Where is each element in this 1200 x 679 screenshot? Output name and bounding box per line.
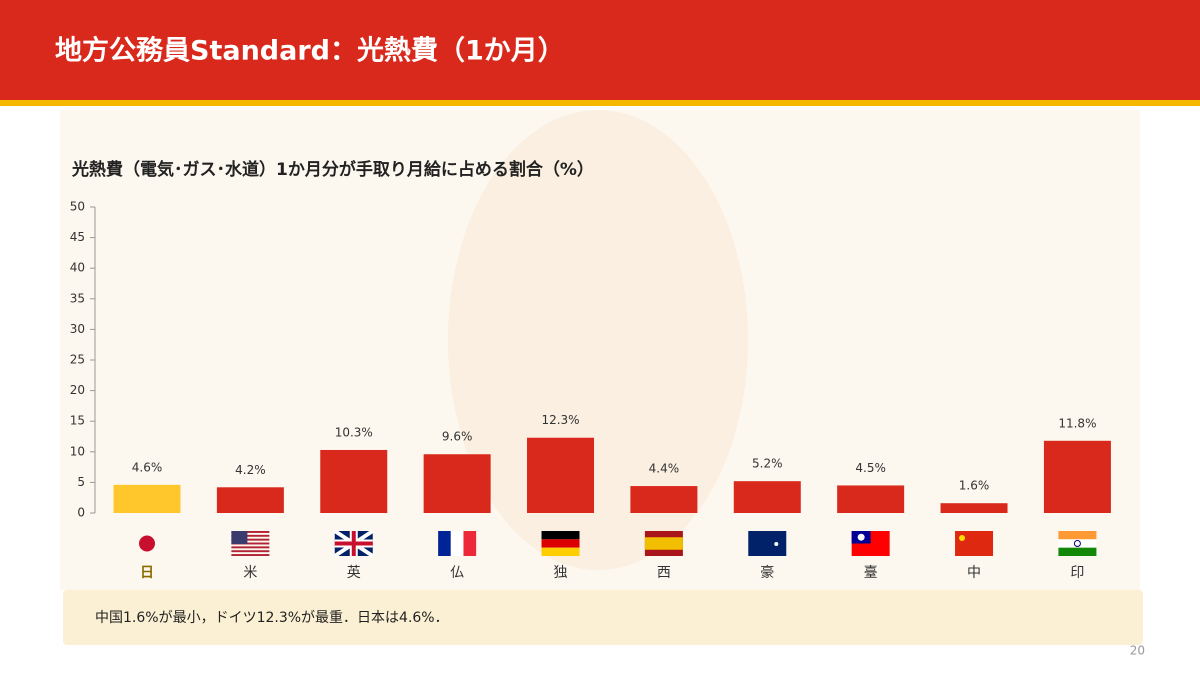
flag-part xyxy=(463,531,477,556)
flag-part xyxy=(955,531,994,556)
y-tick-label: 45 xyxy=(70,230,85,244)
flag-part xyxy=(231,554,270,556)
flag-part xyxy=(334,541,373,546)
bar xyxy=(733,481,801,513)
x-tick-label: 英 xyxy=(347,564,361,581)
flag-part xyxy=(231,531,248,544)
x-tick-label: 独 xyxy=(554,565,568,581)
value-label: 4.5% xyxy=(855,461,886,475)
value-label: 5.2% xyxy=(752,457,783,471)
flag-part xyxy=(139,535,155,552)
y-tick-label: 30 xyxy=(70,322,85,336)
y-tick-label: 10 xyxy=(70,444,85,458)
flag-part xyxy=(1058,539,1097,548)
flag-part xyxy=(1073,540,1081,547)
value-label: 10.3% xyxy=(335,425,373,439)
flag-part xyxy=(541,547,580,556)
bar xyxy=(630,486,698,513)
bar xyxy=(837,485,905,513)
header-bar xyxy=(0,0,1200,100)
flag-part xyxy=(231,531,270,533)
bar xyxy=(423,454,491,513)
x-tick-label: 印 xyxy=(1070,565,1084,581)
y-tick-label: 15 xyxy=(70,414,85,428)
x-tick-label: 豪 xyxy=(760,565,774,581)
flag-part xyxy=(959,535,966,541)
flag-part xyxy=(231,542,270,545)
value-label: 1.6% xyxy=(959,479,990,493)
y-tick-label: 35 xyxy=(70,291,85,305)
flag-part xyxy=(231,534,270,537)
slide-title: 地方公務員Standard：光熱費（1か月） xyxy=(55,35,565,67)
flag-part xyxy=(1058,547,1097,556)
x-tick-label: 西 xyxy=(657,565,671,581)
flag-part xyxy=(644,537,683,550)
flag-part xyxy=(541,539,580,548)
x-tick-label: 仏 xyxy=(450,565,464,581)
y-tick-label: 40 xyxy=(70,261,85,275)
chart-title: 光熱費（電気･ガス･水道）1か月分が手取り月給に占める割合（%） xyxy=(71,159,594,180)
x-tick-label: 米 xyxy=(243,565,257,581)
y-tick-label: 25 xyxy=(70,353,85,367)
bar xyxy=(940,503,1008,513)
y-tick-label: 20 xyxy=(70,383,85,397)
flag-part xyxy=(857,533,865,541)
flag-part xyxy=(438,531,451,556)
bar xyxy=(527,437,595,513)
bar xyxy=(113,484,181,513)
y-tick-label: 0 xyxy=(77,506,85,520)
value-label: 12.3% xyxy=(541,413,579,427)
value-label: 9.6% xyxy=(442,430,473,444)
x-tick-label: 臺 xyxy=(864,565,878,581)
x-tick-label: 日 xyxy=(140,565,154,581)
value-label: 4.2% xyxy=(235,463,266,477)
value-label: 4.4% xyxy=(649,462,680,476)
flag-part xyxy=(774,542,779,546)
decor xyxy=(448,110,748,570)
flag-part xyxy=(231,550,270,553)
note-box xyxy=(63,590,1143,645)
note: 中国1.6%が最小，ドイツ12.3%が最重．日本は4.6%． xyxy=(95,610,449,626)
flag-part xyxy=(541,531,580,540)
value-label: 11.8% xyxy=(1058,416,1096,430)
value-label: 4.6% xyxy=(132,460,163,474)
flag-part xyxy=(231,538,270,541)
flags xyxy=(139,529,1097,558)
y-tick-label: 5 xyxy=(77,475,85,489)
y-tick-label: 50 xyxy=(70,200,85,214)
header-stripe xyxy=(0,100,1200,106)
bar xyxy=(1043,440,1111,513)
flag-part xyxy=(1058,531,1097,540)
flag-part xyxy=(748,531,787,556)
page-number: 20 xyxy=(1130,644,1145,658)
flag-part xyxy=(231,546,270,549)
x-tick-label: 中 xyxy=(967,565,981,581)
flag-part xyxy=(450,531,464,556)
bar xyxy=(216,487,284,513)
bar xyxy=(320,449,388,513)
